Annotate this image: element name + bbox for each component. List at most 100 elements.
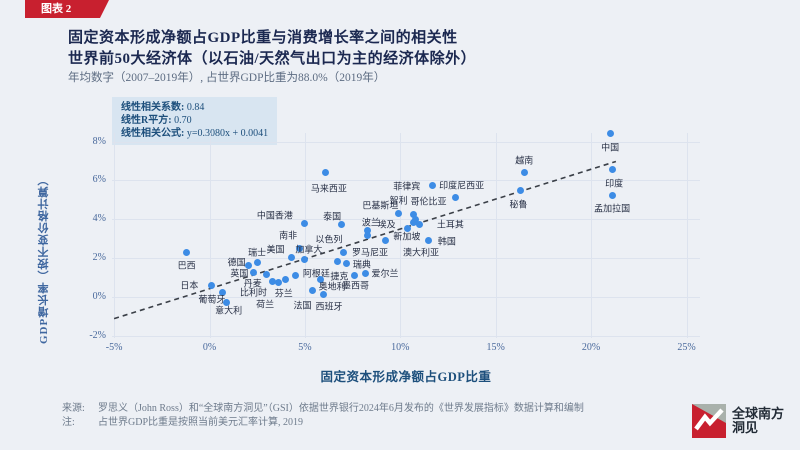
point-label-越南: 越南 bbox=[515, 155, 534, 166]
data-point-法国 bbox=[309, 286, 317, 294]
data-point-越南 bbox=[520, 169, 528, 177]
x-tick-label: 25% bbox=[677, 342, 696, 353]
point-label-阿根廷: 阿根廷 bbox=[302, 268, 330, 279]
data-point-哥伦比亚 bbox=[412, 215, 420, 223]
data-point-菲律宾 bbox=[429, 181, 437, 189]
point-label-丹麦: 丹麦 bbox=[243, 278, 262, 289]
point-label-西班牙: 西班牙 bbox=[315, 301, 343, 312]
x-tick-label: 15% bbox=[486, 342, 505, 353]
y-tick-label: -2% bbox=[89, 329, 106, 341]
point-label-土耳其: 土耳其 bbox=[436, 219, 464, 230]
data-point-智利 bbox=[410, 210, 418, 218]
data-point-奥地利 bbox=[316, 275, 324, 283]
point-label-马来西亚: 马来西亚 bbox=[310, 183, 347, 194]
data-point-南非 bbox=[295, 244, 303, 252]
data-point-爱尔兰 bbox=[362, 269, 370, 277]
data-point-土耳其 bbox=[415, 221, 423, 229]
point-label-意大利: 意大利 bbox=[215, 305, 243, 316]
stat-correlation: 线性相关系数: 0.84 bbox=[121, 102, 205, 113]
data-point-中国香港 bbox=[301, 219, 309, 227]
y-tick-label: 0% bbox=[92, 290, 106, 302]
v-gridline bbox=[686, 133, 688, 338]
note-label: 注: bbox=[62, 416, 75, 428]
point-label-爱尔兰: 爱尔兰 bbox=[371, 268, 399, 279]
point-label-新加坡: 新加坡 bbox=[393, 231, 421, 242]
data-point-孟加拉国 bbox=[608, 192, 616, 200]
data-point-罗马尼亚 bbox=[339, 248, 347, 256]
data-point-丹麦 bbox=[263, 270, 271, 278]
x-tick-label: 20% bbox=[581, 342, 601, 353]
data-point-巴西 bbox=[183, 248, 191, 256]
note-text: 占世界GDP比重是按照当前美元汇率计算, 2019 bbox=[98, 416, 304, 428]
point-label-中国: 中国 bbox=[601, 142, 620, 153]
y-tick-label: 2% bbox=[92, 251, 106, 263]
data-point-德国 bbox=[245, 261, 253, 269]
data-point-埃及 bbox=[410, 219, 418, 227]
trend-chart-logo-icon bbox=[692, 404, 726, 438]
point-label-埃及: 埃及 bbox=[377, 219, 396, 230]
point-label-荷兰: 荷兰 bbox=[256, 299, 275, 310]
point-label-波兰: 波兰 bbox=[361, 217, 380, 228]
chart-title-line2: 世界前50大经济体（以石油/天然气出口为主的经济体除外） bbox=[68, 51, 477, 67]
data-point-印度 bbox=[608, 166, 616, 174]
note-row: 注: 占世界GDP比重是按照当前美元汇率计算, 2019 bbox=[62, 416, 584, 430]
data-point-美国 bbox=[288, 254, 296, 262]
data-point-西班牙 bbox=[320, 291, 328, 299]
data-point-瑞典 bbox=[343, 260, 351, 268]
point-label-哥伦比亚: 哥伦比亚 bbox=[410, 196, 447, 207]
point-label-芬兰: 芬兰 bbox=[274, 288, 293, 299]
point-label-以色列: 以色列 bbox=[315, 234, 343, 245]
point-label-澳大利亚: 澳大利亚 bbox=[403, 247, 440, 258]
h-gridline bbox=[112, 335, 700, 337]
y-tick-label: 4% bbox=[92, 213, 106, 225]
v-gridline bbox=[591, 133, 593, 338]
point-label-秘鲁: 秘鲁 bbox=[509, 199, 528, 210]
y-tick-label: 8% bbox=[92, 135, 106, 147]
brand-name: 全球南方 洞见 bbox=[732, 406, 785, 435]
source-label: 来源: bbox=[62, 403, 85, 414]
point-label-瑞士: 瑞士 bbox=[248, 247, 267, 258]
v-gridline bbox=[209, 133, 211, 338]
brand-logo: 全球南方 洞见 bbox=[692, 404, 784, 438]
data-point-捷克 bbox=[333, 258, 341, 266]
point-label-巴基斯坦: 巴基斯坦 bbox=[362, 200, 399, 211]
point-label-中国香港: 中国香港 bbox=[256, 210, 293, 221]
point-label-印度: 印度 bbox=[605, 178, 624, 189]
data-point-泰国 bbox=[337, 221, 345, 229]
data-point-巴基斯坦 bbox=[394, 209, 402, 217]
data-point-澳大利亚 bbox=[381, 237, 389, 245]
data-point-新加坡 bbox=[404, 225, 412, 233]
data-point-韩国 bbox=[425, 236, 433, 244]
point-label-韩国: 韩国 bbox=[437, 236, 456, 247]
source-text: 罗思义（John Ross）和“全球南方洞见”（GSI）依据世界银行2024年6… bbox=[98, 403, 584, 414]
point-label-菲律宾: 菲律宾 bbox=[393, 181, 421, 192]
point-label-奥地利: 奥地利 bbox=[318, 281, 346, 292]
point-label-南非: 南非 bbox=[279, 230, 298, 241]
data-point-以色列 bbox=[364, 232, 372, 240]
point-label-泰国: 泰国 bbox=[323, 211, 342, 222]
figure-number-badge: 图表 2 bbox=[25, 0, 109, 18]
data-point-秘鲁 bbox=[517, 186, 524, 194]
point-label-智利: 智利 bbox=[389, 195, 408, 206]
data-point-荷兰 bbox=[274, 278, 282, 286]
x-tick-label: 0% bbox=[202, 342, 217, 353]
point-label-瑞典: 瑞典 bbox=[352, 259, 371, 270]
chart-subtitle: 年均数字（2007–2019年）, 占世界GDP比重为88.0%（2019年） bbox=[68, 72, 386, 84]
regression-stats-box: 线性相关系数: 0.84 线性R平方: 0.70 线性相关公式: y=0.308… bbox=[112, 97, 278, 145]
x-tick-label: 5% bbox=[298, 342, 312, 353]
data-point-意大利 bbox=[223, 299, 231, 307]
point-label-美国: 美国 bbox=[266, 244, 285, 255]
data-point-波兰 bbox=[364, 227, 372, 235]
data-point-阿根廷 bbox=[291, 271, 299, 279]
x-tick-label: -5% bbox=[105, 342, 123, 353]
point-label-比利时: 比利时 bbox=[239, 287, 267, 298]
point-label-加拿大: 加拿大 bbox=[295, 244, 323, 255]
data-point-印度尼西亚 bbox=[452, 194, 460, 202]
point-label-孟加拉国: 孟加拉国 bbox=[594, 203, 631, 214]
v-gridline bbox=[114, 133, 116, 338]
data-point-芬兰 bbox=[282, 275, 290, 283]
point-label-印度尼西亚: 印度尼西亚 bbox=[439, 180, 485, 191]
point-label-墨西哥: 墨西哥 bbox=[341, 280, 370, 291]
